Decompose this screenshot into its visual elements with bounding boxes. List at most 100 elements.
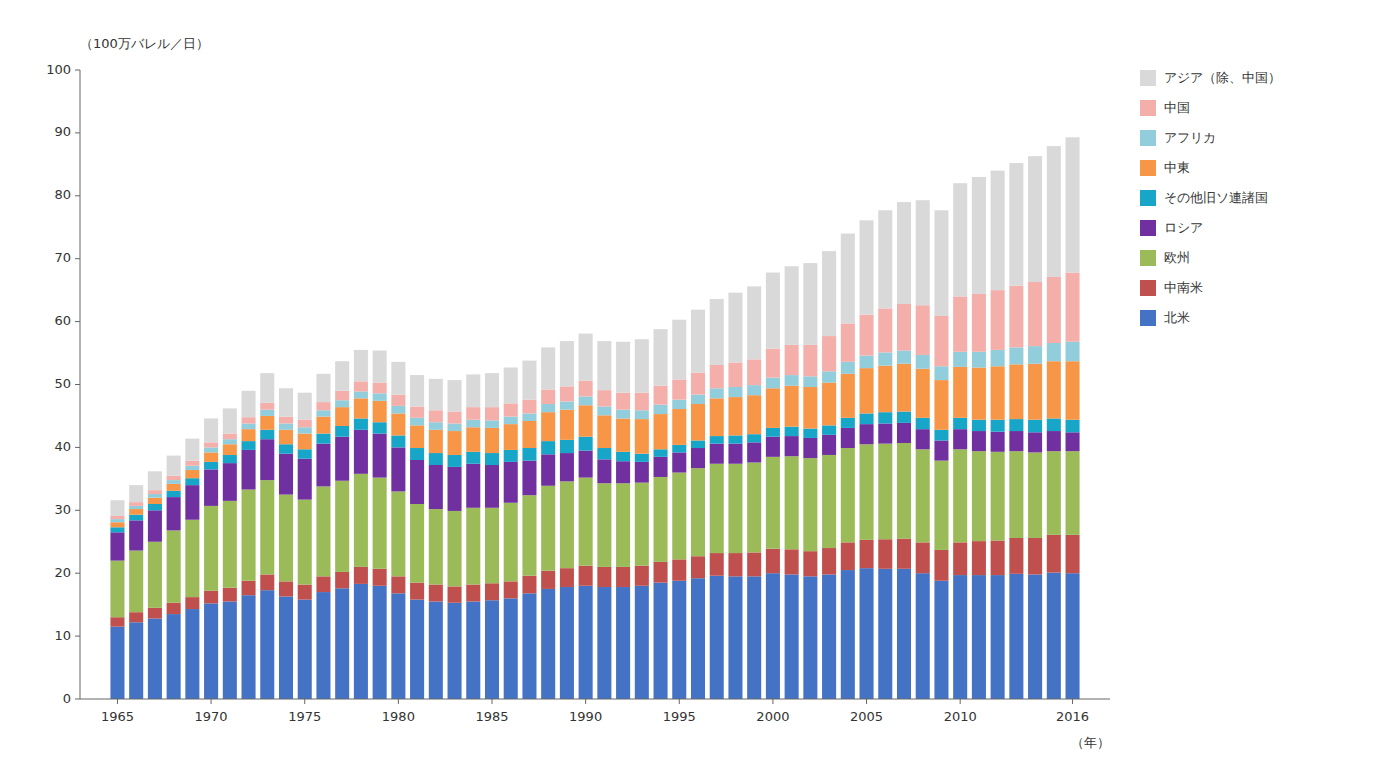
bar-segment xyxy=(391,491,405,576)
bar-segment xyxy=(1047,146,1061,277)
bar-segment xyxy=(579,396,593,405)
bar-segment xyxy=(616,410,630,419)
bar-segment xyxy=(953,542,967,575)
bar-segment xyxy=(953,296,967,351)
legend-label: 中南米 xyxy=(1164,280,1203,295)
bar-segment xyxy=(354,418,368,429)
bar-segment xyxy=(728,553,742,576)
bar-segment xyxy=(860,413,874,424)
x-tick xyxy=(117,699,118,704)
bar-segment xyxy=(560,587,574,699)
bar-segment xyxy=(204,591,218,604)
bar-segment xyxy=(878,444,892,540)
bar-segment xyxy=(841,374,855,418)
bar-segment xyxy=(167,603,181,614)
bar-segment xyxy=(953,429,967,449)
bar-segment xyxy=(260,430,274,439)
bar-segment xyxy=(541,441,555,454)
bar-segment xyxy=(373,422,387,433)
bar-segment xyxy=(1066,342,1080,361)
bar-segment xyxy=(148,510,162,541)
bar-segment xyxy=(953,367,967,418)
bar-segment xyxy=(972,294,986,352)
bar-segment xyxy=(1028,282,1042,346)
bar-segment xyxy=(803,376,817,387)
bar-segment xyxy=(185,466,199,470)
x-tick-label: 1990 xyxy=(569,709,602,724)
bar-segment xyxy=(1028,452,1042,538)
bar-segment xyxy=(691,448,705,468)
bar-segment xyxy=(654,329,668,386)
x-tick-label: 1995 xyxy=(663,709,696,724)
bar-segment xyxy=(860,220,874,314)
bar-segment xyxy=(616,393,630,410)
bar-segment xyxy=(822,455,836,548)
bar-segment xyxy=(522,413,536,421)
y-tick-label: 100 xyxy=(46,62,71,77)
bar-segment xyxy=(916,305,930,355)
bar-segment xyxy=(579,334,593,381)
bar-segment xyxy=(429,422,443,430)
bar-segment xyxy=(691,404,705,440)
x-axis-label: （年） xyxy=(1071,735,1110,750)
bar-series xyxy=(110,342,1079,523)
bar-segment xyxy=(373,586,387,699)
bar-segment xyxy=(373,401,387,422)
bar-segment xyxy=(522,448,536,461)
bar-segment xyxy=(747,385,761,395)
bar-segment xyxy=(953,352,967,367)
bar-segment xyxy=(579,405,593,436)
bar-segment xyxy=(354,474,368,567)
bar-segment xyxy=(972,368,986,420)
bar-segment xyxy=(185,609,199,699)
bar-segment xyxy=(654,449,668,457)
bar-segment xyxy=(242,423,256,429)
bar-segment xyxy=(223,434,237,440)
y-tick-label: 90 xyxy=(54,124,71,139)
bar-segment xyxy=(429,379,443,410)
bar-segment xyxy=(747,395,761,434)
bar-segment xyxy=(1066,273,1080,342)
bar-segment xyxy=(1028,420,1042,433)
bar-segment xyxy=(822,435,836,455)
bar-segment xyxy=(129,551,143,613)
bar-segment xyxy=(878,210,892,308)
bar-segment xyxy=(991,452,1005,541)
bar-segment xyxy=(410,418,424,426)
bar-segment xyxy=(298,427,312,433)
bar-segment xyxy=(916,355,930,369)
bar-series xyxy=(110,273,1079,520)
bar-series xyxy=(110,412,1079,533)
x-tick xyxy=(1072,699,1073,704)
bar-segment xyxy=(522,576,536,594)
bar-segment xyxy=(635,483,649,566)
bar-segment xyxy=(448,423,462,431)
bar-segment xyxy=(298,500,312,585)
bar-segment xyxy=(635,454,649,462)
bar-segment xyxy=(747,359,761,385)
bar-segment xyxy=(747,576,761,699)
y-tick-label: 60 xyxy=(54,313,71,328)
legend-swatch xyxy=(1140,70,1156,86)
bar-segment xyxy=(466,427,480,452)
bar-segment xyxy=(616,483,630,567)
x-tick xyxy=(866,699,867,704)
bar-segment xyxy=(972,352,986,368)
bar-segment xyxy=(635,586,649,699)
bar-segment xyxy=(841,448,855,542)
bar-segment xyxy=(822,548,836,574)
bar-segment xyxy=(1009,347,1023,364)
bar-segment xyxy=(953,449,967,542)
bar-segment xyxy=(691,468,705,556)
y-tick xyxy=(75,70,80,71)
y-tick-label: 70 xyxy=(54,250,71,265)
bar-segment xyxy=(672,400,686,409)
x-tick xyxy=(679,699,680,704)
bar-segment xyxy=(204,447,218,452)
bar-segment xyxy=(185,485,199,520)
bar-segment xyxy=(541,571,555,589)
bar-segment xyxy=(129,520,143,550)
y-tick-label: 0 xyxy=(63,691,71,706)
x-tick xyxy=(492,699,493,704)
bar-segment xyxy=(316,417,330,434)
